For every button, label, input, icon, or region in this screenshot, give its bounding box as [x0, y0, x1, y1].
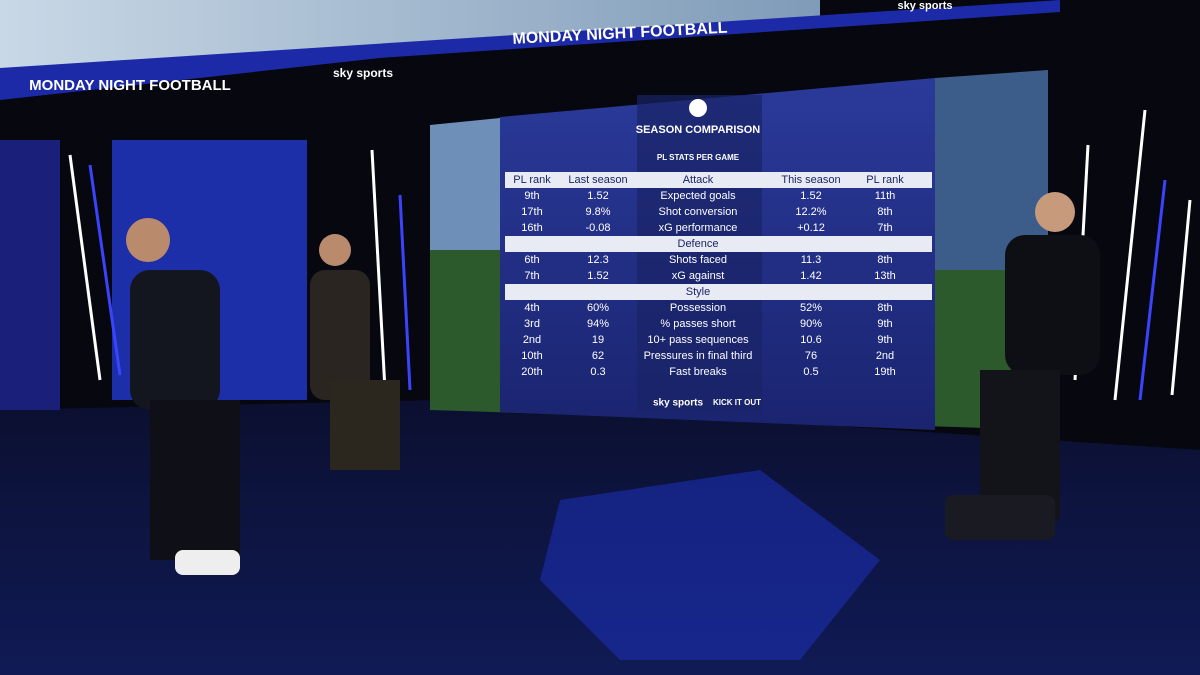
center-column — [637, 95, 762, 413]
stat-value: 10.6 — [800, 334, 821, 346]
presenter — [126, 218, 240, 575]
stat-value: 9th — [524, 190, 539, 202]
side-screen — [0, 140, 60, 410]
stat-value: 11.3 — [801, 254, 822, 266]
section-row — [505, 284, 932, 300]
stat-value: 1.42 — [800, 270, 821, 282]
club-crest — [689, 99, 707, 117]
stat-name: Possession — [670, 302, 726, 314]
column-header: Last season — [568, 174, 627, 186]
stat-value: 90% — [800, 318, 822, 330]
stat-name: % passes short — [660, 318, 735, 330]
stat-value: 6th — [524, 254, 539, 266]
stat-name: Fast breaks — [669, 366, 727, 378]
stadium-view — [935, 70, 1048, 270]
stat-value: 2nd — [523, 334, 541, 346]
banner-title: MONDAY NIGHT FOOTBALL — [29, 77, 231, 94]
table-subtitle: PL STATS PER GAME — [657, 153, 740, 162]
stat-value: 12.3 — [587, 254, 608, 266]
stat-value: 20th — [521, 366, 542, 378]
section-label: Style — [686, 286, 710, 298]
stat-value: 4th — [524, 302, 539, 314]
stat-name: Shots faced — [669, 254, 727, 266]
stat-value: 62 — [592, 350, 604, 362]
floor-logo — [540, 470, 880, 660]
footer-logo: sky sports — [653, 398, 703, 409]
stat-value: 1.52 — [587, 190, 608, 202]
stat-value: 3rd — [524, 318, 540, 330]
stat-value: 10th — [521, 350, 542, 362]
stat-value: 0.3 — [590, 366, 605, 378]
stat-value: 1.52 — [800, 190, 821, 202]
section-label: Attack — [683, 174, 714, 186]
stat-value: 2nd — [876, 350, 894, 362]
stat-name: xG performance — [659, 222, 738, 234]
stat-value: 7th — [877, 222, 892, 234]
presenter — [945, 192, 1100, 540]
stat-name: xG against — [672, 270, 725, 282]
stat-value: 76 — [805, 350, 817, 362]
banner-logo: sky sports — [333, 66, 393, 80]
stat-value: 19 — [592, 334, 604, 346]
stat-value: 11th — [875, 190, 896, 202]
stat-value: 0.5 — [803, 366, 818, 378]
table-title: SEASON COMPARISON — [636, 124, 761, 136]
stat-name: Shot conversion — [659, 206, 738, 218]
header-row — [505, 172, 932, 188]
stat-value: 9th — [877, 334, 892, 346]
stat-name: Pressures in final third — [644, 350, 753, 362]
stat-value: 8th — [877, 254, 892, 266]
stat-value: 7th — [524, 270, 539, 282]
stat-value: 12.2% — [795, 206, 826, 218]
stat-value: 9.8% — [585, 206, 610, 218]
stat-value: 8th — [877, 302, 892, 314]
banner-logo: sky sports — [897, 0, 952, 12]
column-header: PL rank — [866, 174, 904, 186]
stats-table: PL rank Last season This season PL rank Atta… — [505, 172, 932, 378]
stat-value: 1.52 — [587, 270, 608, 282]
stat-name: 10+ pass sequences — [647, 334, 749, 346]
presenter — [310, 234, 400, 470]
section-row — [505, 236, 932, 252]
stat-value: 94% — [587, 318, 609, 330]
column-header: This season — [781, 174, 840, 186]
stadium-roof — [0, 0, 820, 70]
stat-value: 13th — [874, 270, 895, 282]
stat-value: 19th — [874, 366, 895, 378]
banner — [0, 0, 1060, 100]
stat-name: Expected goals — [660, 190, 736, 202]
stat-value: -0.08 — [585, 222, 610, 234]
stadium-view — [430, 118, 500, 250]
stat-value: 9th — [877, 318, 892, 330]
section-label: Defence — [678, 238, 719, 250]
column-header: PL rank — [513, 174, 551, 186]
stat-value: 17th — [521, 206, 542, 218]
stat-value: 60% — [587, 302, 609, 314]
stat-value: 8th — [877, 206, 892, 218]
footer-logo: KICK IT OUT — [713, 398, 761, 407]
stat-value: +0.12 — [797, 222, 825, 234]
stat-value: 16th — [521, 222, 542, 234]
stat-value: 52% — [800, 302, 822, 314]
